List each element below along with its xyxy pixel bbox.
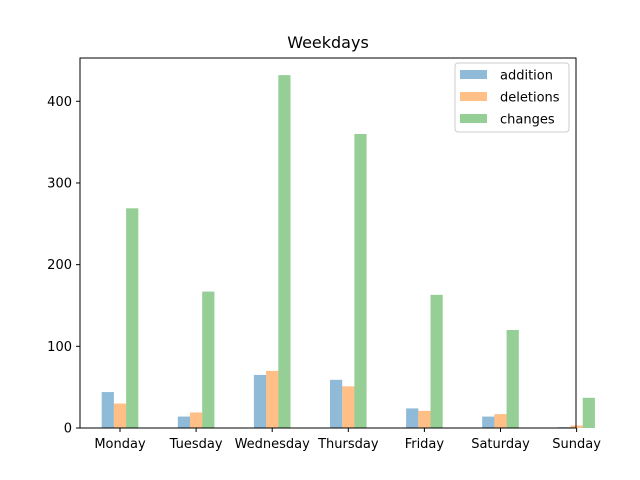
bar-addition-wednesday [253,374,267,428]
x-tick-label: Sunday [552,437,601,452]
bar-deletions-monday [113,403,127,428]
bar-deletions-saturday [494,414,507,428]
bar-deletions-friday [418,410,431,428]
legend-label-changes: changes [500,113,555,128]
y-tick-label: 200 [47,258,72,273]
bar-addition-friday [406,408,419,428]
legend-swatch-deletions [460,92,487,101]
x-tick-label: Monday [94,437,146,452]
legend-swatch-addition [460,70,487,79]
bar-addition-thursday [330,379,343,428]
bar-changes-monday [126,208,139,428]
bar-addition-tuesday [177,416,190,428]
bar-changes-sunday [582,397,595,428]
x-tick-label: Thursday [317,437,379,452]
y-axis: 0 100 200 300 400 [47,95,80,437]
x-axis: Monday Tuesday Wednesday Thursday Friday Satu… [94,428,601,452]
legend-label-deletions: deletions [500,91,560,106]
bar-deletions-sunday [570,425,583,428]
bar-deletions-thursday [342,386,355,428]
x-tick-label: Tuesday [169,437,223,452]
legend: addition deletions changes [454,62,570,133]
y-tick-label: 300 [47,176,72,191]
chart-title: Weekdays [287,33,369,52]
bar-changes-friday [430,294,443,428]
bar-changes-saturday [506,329,519,428]
y-tick-label: 0 [64,422,72,437]
y-tick-label: 100 [47,340,72,355]
plot-frame [79,57,577,429]
y-tick-label: 400 [47,95,72,110]
x-tick-label: Wednesday [235,437,311,452]
x-tick-label: Friday [405,437,445,452]
bar-changes-wednesday [278,75,291,429]
bar-changes-thursday [354,133,367,428]
legend-label-addition: addition [500,69,553,84]
bar-addition-monday [101,392,114,428]
legend-swatch-changes [460,114,487,123]
bar-deletions-tuesday [190,412,203,428]
bar-deletions-wednesday [266,370,279,428]
bar-addition-saturday [482,416,495,428]
x-tick-label: Saturday [471,437,530,452]
bars-group [101,75,595,429]
bar-changes-tuesday [202,291,215,428]
